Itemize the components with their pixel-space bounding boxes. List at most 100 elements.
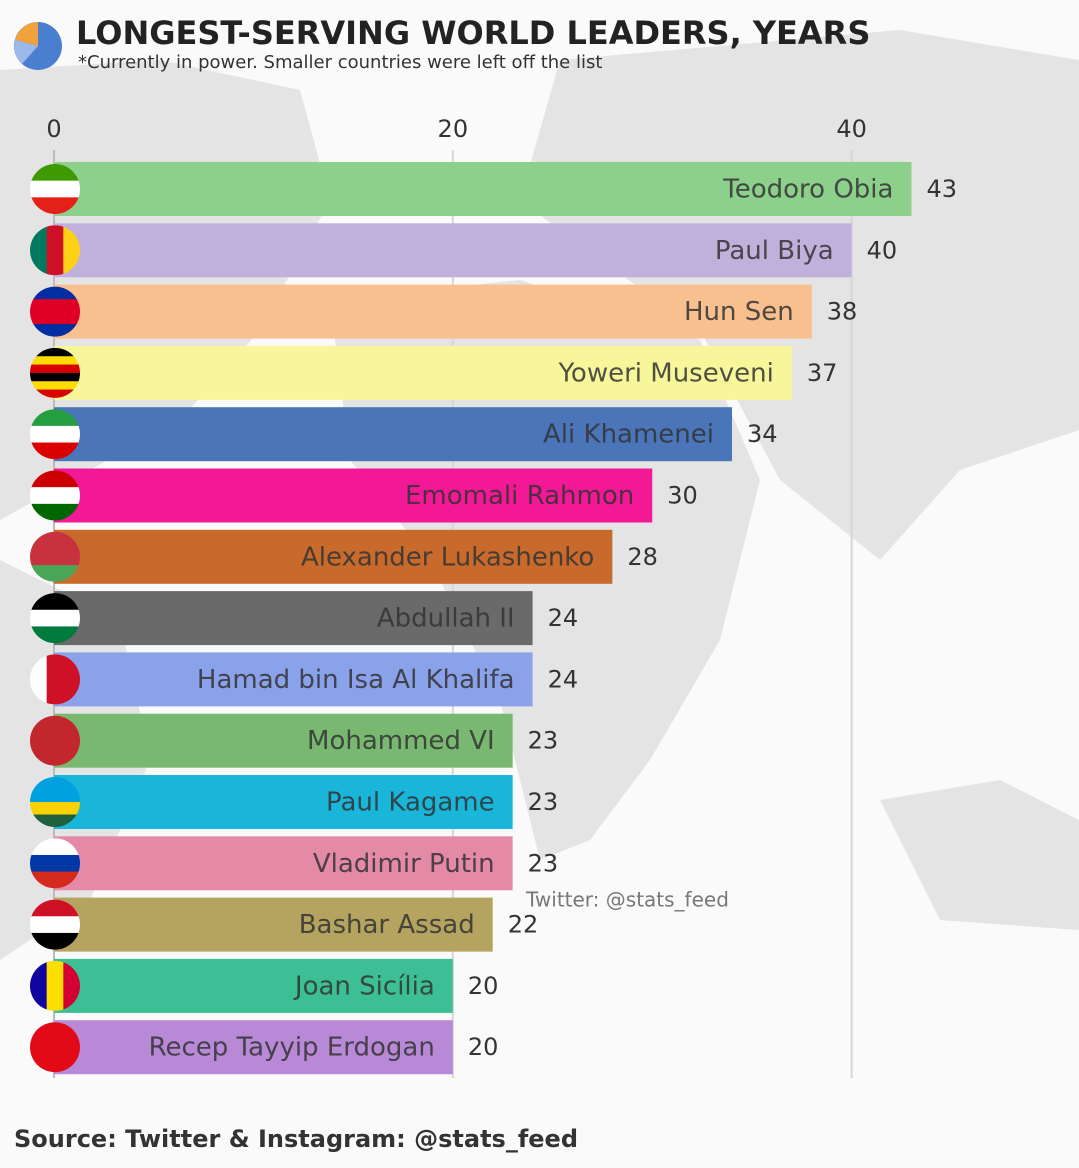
flag-stripe — [30, 372, 80, 382]
flag-stripe — [63, 225, 80, 276]
flag-stripe — [30, 626, 80, 644]
flag-stripe — [30, 932, 80, 950]
flag — [30, 593, 80, 644]
logo-slice — [15, 22, 38, 46]
bar — [54, 407, 732, 462]
bar-category-label: Vladimir Putin — [313, 849, 495, 879]
value-label: 22 — [508, 911, 539, 939]
bar — [54, 284, 812, 339]
map-land — [880, 780, 1079, 930]
flag-stripe — [30, 715, 80, 766]
flag-stripe — [30, 180, 80, 198]
flag-stripe — [30, 425, 80, 444]
value-label: 34 — [747, 420, 778, 448]
watermark: Twitter: @stats_feed — [525, 888, 729, 912]
flag-stripe — [30, 503, 80, 521]
bar-category-label: Mohammed VI — [307, 726, 495, 756]
flag-stripe — [30, 356, 80, 366]
flag-stripe — [46, 960, 64, 1011]
value-label: 20 — [468, 1033, 499, 1061]
flag-stripe — [30, 899, 80, 917]
bar-category-label: Alexander Lukashenko — [301, 542, 594, 572]
source: Source: Twitter & Instagram: @stats_feed — [14, 1125, 578, 1153]
bar-category-label: Ali Khamenei — [543, 420, 714, 450]
flag-stripe — [30, 609, 80, 627]
value-label: 40 — [867, 236, 898, 264]
value-label: 28 — [627, 543, 658, 571]
bar-category-label: Abdullah II — [377, 604, 515, 634]
value-label: 23 — [528, 849, 559, 877]
flag — [30, 164, 80, 214]
x-tick-label: 0 — [46, 115, 61, 143]
flag-stripe — [30, 389, 80, 398]
flag — [30, 409, 80, 460]
flag-stripe — [30, 381, 80, 391]
bar — [54, 775, 513, 829]
flag-stripe — [30, 838, 80, 856]
bar — [54, 897, 493, 952]
bar-category-label: Bashar Assad — [299, 910, 475, 940]
flag — [30, 838, 80, 889]
flag-stripe — [30, 548, 80, 566]
bar-category-label: Paul Kagame — [326, 788, 495, 818]
bar-category-label: Joan Sicília — [293, 971, 435, 1001]
flag — [30, 1022, 80, 1073]
flag-stripe — [30, 299, 80, 313]
bar-category-label: Recep Tayyip Erdogan — [149, 1033, 435, 1063]
bar-category-label: Hamad bin Isa Al Khalifa — [197, 665, 515, 695]
bar-category-label: Teodoro Obia — [722, 175, 893, 205]
value-label: 37 — [807, 359, 838, 387]
flag-stripe — [30, 311, 80, 325]
x-tick-label: 20 — [438, 115, 469, 143]
flag-stripe — [30, 871, 80, 889]
flag-stripe — [30, 960, 48, 1011]
chart-subtitle: *Currently in power. Smaller countries w… — [78, 52, 602, 73]
flag-stripe — [63, 960, 80, 1011]
flag-stripe — [63, 654, 80, 705]
flag-stripe — [30, 916, 80, 934]
value-label: 43 — [926, 175, 957, 203]
bar-category-label: Paul Biya — [715, 236, 834, 266]
bar-category-label: Yoweri Museveni — [558, 358, 774, 388]
flag — [30, 225, 80, 276]
flag-stripe — [30, 225, 48, 276]
flag-stripe — [46, 225, 64, 276]
logo — [14, 22, 62, 70]
bar — [54, 836, 513, 891]
value-label: 24 — [548, 604, 579, 632]
flag-stripe — [30, 854, 80, 873]
flag — [30, 531, 80, 582]
bar — [54, 652, 533, 707]
bar — [54, 713, 513, 768]
flag-stripe — [30, 487, 80, 505]
flag-stripe — [30, 531, 80, 549]
chart-title: LONGEST-SERVING WORLD LEADERS, YEARS — [76, 14, 870, 52]
flag-stripe — [30, 565, 80, 582]
value-label: 23 — [528, 788, 559, 816]
value-label: 24 — [548, 665, 579, 693]
value-label: 20 — [468, 972, 499, 1000]
flag-stripe — [30, 654, 48, 705]
flag-stripe — [30, 1022, 80, 1073]
flag-stripe — [46, 654, 64, 705]
bar-category-label: Emomali Rahmon — [405, 481, 634, 511]
flag — [30, 960, 80, 1011]
flag-stripe — [30, 347, 80, 357]
flag — [30, 899, 80, 950]
flag-stripe — [30, 364, 80, 374]
x-tick-label: 40 — [836, 115, 867, 143]
bar — [54, 529, 613, 584]
flag-stripe — [30, 197, 80, 214]
flag — [30, 347, 80, 398]
flag-stripe — [30, 802, 80, 815]
flag-stripe — [30, 164, 80, 182]
bar-category-label: Hun Sen — [684, 297, 794, 327]
value-label: 38 — [827, 298, 858, 326]
flag-stripe — [30, 409, 80, 427]
value-label: 30 — [667, 482, 698, 510]
bar — [54, 958, 453, 1013]
bar — [54, 223, 852, 278]
flag-stripe — [30, 442, 80, 460]
flag — [30, 654, 80, 705]
